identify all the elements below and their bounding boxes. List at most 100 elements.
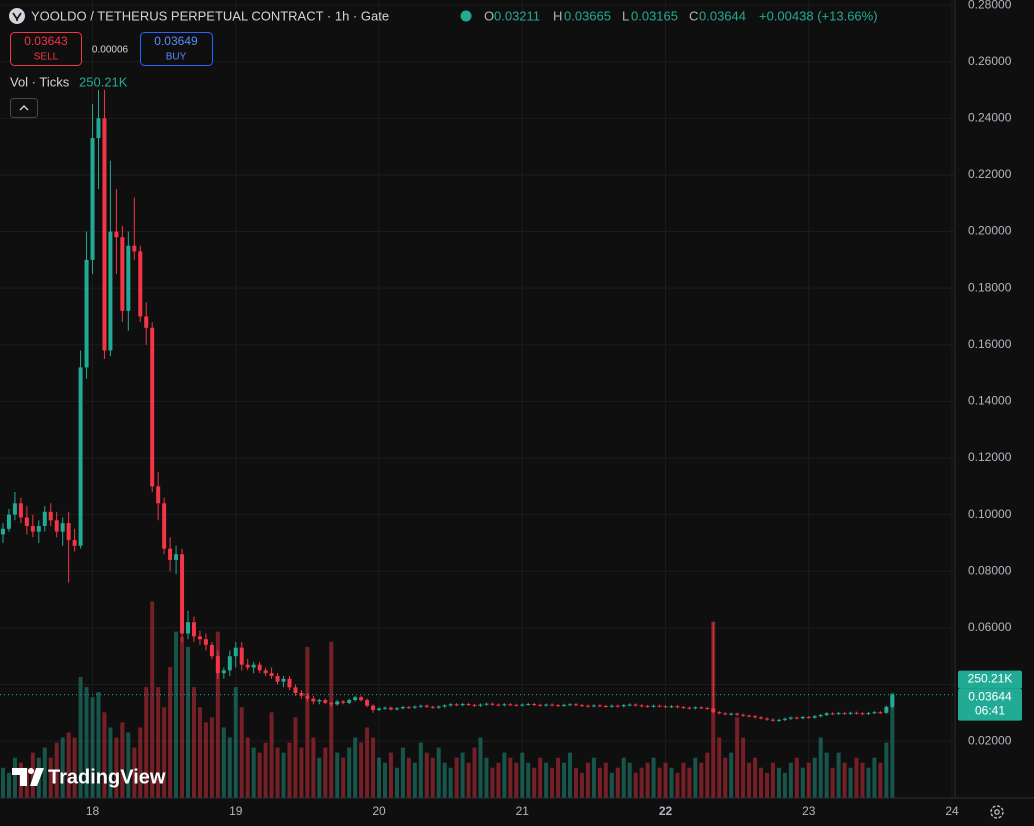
volume-bar: [454, 757, 459, 798]
volume-bar: [209, 717, 214, 798]
candle-body: [508, 704, 513, 706]
volume-bar: [585, 762, 590, 798]
candle-body: [371, 705, 376, 710]
ohlc-letter: C: [689, 8, 698, 23]
volume-bar: [484, 757, 489, 798]
collapse-icon[interactable]: [19, 105, 29, 111]
candle-body: [430, 706, 435, 708]
spread: 0.00006: [92, 45, 129, 56]
price-change: +0.00438 (+13.66%): [759, 8, 878, 23]
candle-body: [639, 705, 644, 707]
candle-body: [394, 708, 399, 710]
candle-body: [681, 707, 686, 709]
volume-bar: [818, 737, 823, 798]
candle-body: [705, 707, 710, 709]
volume-bar: [418, 742, 423, 798]
collapse-button[interactable]: [10, 98, 38, 118]
candle-body: [311, 698, 316, 702]
volume-bar: [878, 762, 883, 798]
watermark-logo: [28, 768, 34, 774]
volume-bar: [168, 666, 173, 798]
candle-body: [305, 695, 310, 699]
volume-bar: [239, 707, 244, 798]
candle-body: [6, 514, 11, 529]
volume-bar: [72, 737, 77, 798]
candle-body: [132, 245, 137, 252]
volume-bar: [299, 747, 304, 798]
volume-bar: [42, 747, 47, 798]
volume-bar: [424, 752, 429, 798]
settings-icon[interactable]: [990, 805, 1004, 819]
settings-icon[interactable]: [994, 809, 1000, 815]
candle-body: [794, 717, 799, 719]
sell-label[interactable]: SELL: [34, 52, 59, 63]
volume-bar: [323, 747, 328, 798]
volume-bar: [78, 677, 83, 798]
volume-bar: [466, 762, 471, 798]
volume-bar: [12, 757, 17, 798]
volume-bar: [502, 752, 507, 798]
volume-bar: [126, 732, 131, 798]
volume-bar: [514, 762, 519, 798]
candle-body: [603, 705, 608, 707]
candle-body: [842, 713, 847, 715]
candle-body: [711, 708, 716, 713]
candle-body: [245, 664, 250, 668]
volume-bar: [860, 762, 865, 798]
sell-price[interactable]: 0.03643: [24, 34, 68, 48]
x-tick-label: 19: [229, 804, 243, 818]
volume-pane: [0, 601, 895, 798]
volume-bar: [508, 757, 513, 798]
candle-body: [770, 719, 775, 721]
volume-bar: [472, 747, 477, 798]
volume-bar: [568, 752, 573, 798]
candle-body: [24, 517, 29, 526]
candle-body: [484, 703, 489, 705]
candle-body: [532, 704, 537, 706]
candle-body: [120, 237, 125, 311]
candle-body: [669, 706, 674, 708]
volume-bar: [203, 722, 208, 798]
candle-body: [538, 704, 543, 706]
candle-body: [186, 622, 191, 634]
volume-bar: [526, 762, 531, 798]
volume-bar: [759, 767, 764, 798]
volume-bar: [412, 762, 417, 798]
x-tick-label: 22: [659, 804, 673, 818]
volume-bar: [341, 757, 346, 798]
y-tick-label: 0.18000: [968, 280, 1012, 294]
candle-body: [818, 715, 823, 717]
candle-body: [359, 697, 364, 701]
buy-button[interactable]: [140, 32, 213, 66]
volume-bar: [365, 727, 370, 798]
volume-bar: [890, 692, 895, 798]
candle-body: [597, 705, 602, 707]
ohlc-value: 0.03211: [494, 8, 540, 23]
candle-body: [472, 704, 477, 706]
candle-body: [568, 704, 573, 706]
candle-body: [848, 712, 853, 714]
candle-body: [562, 704, 567, 706]
candle-body: [406, 707, 411, 709]
ohlc-letter: H: [553, 8, 562, 23]
candle-body: [609, 705, 614, 707]
candle-body: [854, 712, 859, 714]
candle-body: [478, 704, 483, 706]
volume-bar: [388, 752, 393, 798]
buy-label[interactable]: BUY: [166, 52, 187, 63]
volume-bar: [400, 747, 405, 798]
candle-body: [418, 705, 423, 707]
volume-bar: [180, 636, 185, 798]
volume-bar: [30, 752, 35, 798]
watermark: TradingView: [48, 766, 166, 788]
sell-button[interactable]: [10, 32, 82, 66]
volume-bar: [872, 757, 877, 798]
candle-body: [687, 707, 692, 709]
volume-bar: [114, 737, 119, 798]
x-tick-label: 23: [802, 804, 816, 818]
price-tag-label: 0.03644: [968, 690, 1012, 704]
volume-bar: [866, 767, 871, 798]
volume-bar: [359, 742, 364, 798]
candle-body: [138, 251, 143, 317]
buy-price[interactable]: 0.03649: [154, 34, 198, 48]
